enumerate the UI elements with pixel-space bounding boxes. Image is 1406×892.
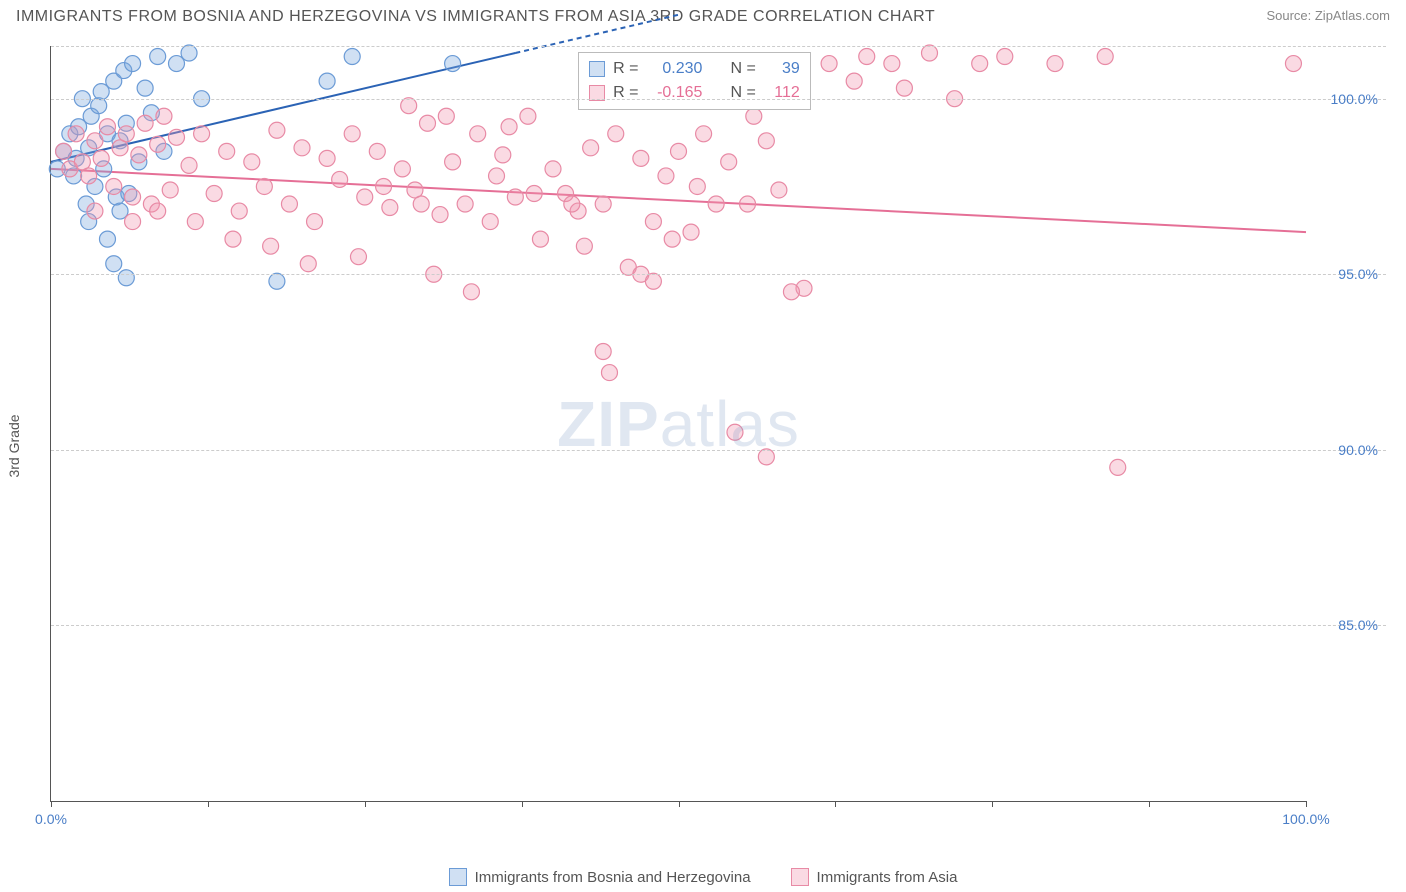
x-tick <box>1149 801 1150 807</box>
grid-line <box>51 450 1386 451</box>
stats-row: R = -0.165 N = 112 <box>589 81 800 105</box>
stats-r-value: 0.230 <box>646 57 702 81</box>
x-tick <box>208 801 209 807</box>
x-tick-label: 100.0% <box>1282 811 1329 827</box>
x-tick <box>1306 801 1307 807</box>
x-tick <box>835 801 836 807</box>
stats-swatch <box>589 61 605 77</box>
y-tick-label: 100.0% <box>1331 91 1378 107</box>
legend-item: Immigrants from Bosnia and Herzegovina <box>449 868 751 886</box>
x-tick <box>679 801 680 807</box>
stats-legend-box: R = 0.230 N = 39 R = -0.165 N = 112 <box>578 52 811 110</box>
y-tick-label: 85.0% <box>1338 617 1378 633</box>
y-tick-label: 95.0% <box>1338 266 1378 282</box>
stats-n-label: N = <box>730 57 755 81</box>
legend-swatch <box>449 868 467 886</box>
x-tick <box>365 801 366 807</box>
legend-item: Immigrants from Asia <box>791 868 958 886</box>
stats-r-label: R = <box>613 57 638 81</box>
y-axis-title: 3rd Grade <box>6 414 22 477</box>
stats-n-value: 112 <box>764 81 800 105</box>
legend-label: Immigrants from Bosnia and Herzegovina <box>475 869 751 886</box>
chart-source: Source: ZipAtlas.com <box>1266 8 1390 23</box>
stats-r-value: -0.165 <box>646 81 702 105</box>
stats-r-label: R = <box>613 81 638 105</box>
scatter-plot: ZIPatlas R =0.230N =39R =-0.165N =112 85… <box>50 46 1306 802</box>
grid-line <box>51 46 1386 47</box>
legend-swatch <box>791 868 809 886</box>
grid-line <box>51 274 1386 275</box>
x-tick <box>522 801 523 807</box>
chart-title: IMMIGRANTS FROM BOSNIA AND HERZEGOVINA V… <box>16 8 935 26</box>
legend-label: Immigrants from Asia <box>817 869 958 886</box>
stats-n-label: N = <box>730 81 755 105</box>
grid-line <box>51 99 1386 100</box>
y-tick-label: 90.0% <box>1338 442 1378 458</box>
scatter-points <box>51 46 1306 801</box>
stats-row: R = 0.230 N = 39 <box>589 57 800 81</box>
grid-line <box>51 625 1386 626</box>
chart-header: IMMIGRANTS FROM BOSNIA AND HERZEGOVINA V… <box>0 0 1406 30</box>
bottom-legend: Immigrants from Bosnia and Herzegovina Im… <box>0 868 1406 886</box>
x-tick <box>51 801 52 807</box>
x-tick <box>992 801 993 807</box>
stats-n-value: 39 <box>764 57 800 81</box>
x-tick-label: 0.0% <box>35 811 67 827</box>
